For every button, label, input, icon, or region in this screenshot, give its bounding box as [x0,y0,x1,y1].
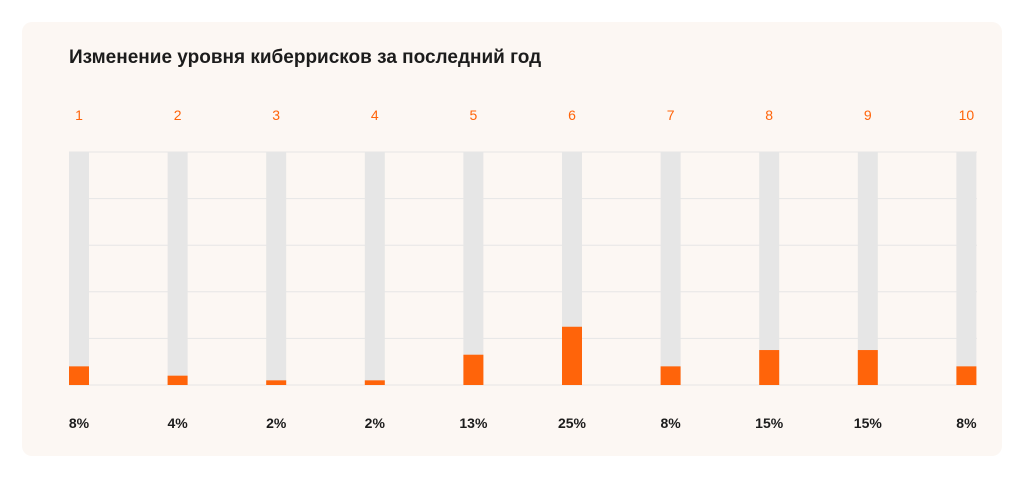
bar [167,375,188,385]
value-label: 2% [365,415,386,431]
value-label: 8% [956,415,977,431]
bar-track [364,152,385,385]
bar-track [660,152,681,385]
bar-track [956,152,977,385]
value-label: 13% [459,415,488,431]
category-label: 9 [864,107,872,123]
category-label: 1 [75,107,83,123]
category-label: 2 [174,107,182,123]
value-label: 15% [755,415,784,431]
bar-track [69,152,89,385]
bar [266,380,287,385]
bar [69,366,89,385]
category-label: 4 [371,107,379,123]
value-label: 25% [558,415,587,431]
bar [759,350,780,385]
value-label: 8% [69,415,90,431]
category-label: 3 [272,107,280,123]
chart-title: Изменение уровня киберрисков за последни… [69,47,542,68]
bar [463,354,484,385]
category-label: 8 [765,107,773,123]
category-label: 7 [667,107,675,123]
value-label: 8% [660,415,681,431]
category-label: 5 [470,107,478,123]
bar-track [167,152,188,385]
bar [364,380,385,385]
bar-track [463,152,484,385]
bar-track [759,152,780,385]
bar [660,366,681,385]
category-label: 6 [568,107,576,123]
bar-track [266,152,287,385]
bar [562,326,582,385]
bar [956,366,977,385]
value-label: 4% [167,415,188,431]
value-label: 15% [854,415,883,431]
category-label: 10 [959,107,975,123]
chart-card: Изменение уровня киберрисков за последни… [22,22,1002,456]
bar [857,350,878,385]
bar-track [857,152,878,385]
bar-chart: 1 8% 2 4% 3 2% 4 2% 5 13% 6 25% 7 8% 8 15% 9 15% 10 8% [69,107,977,431]
value-label: 2% [266,415,287,431]
